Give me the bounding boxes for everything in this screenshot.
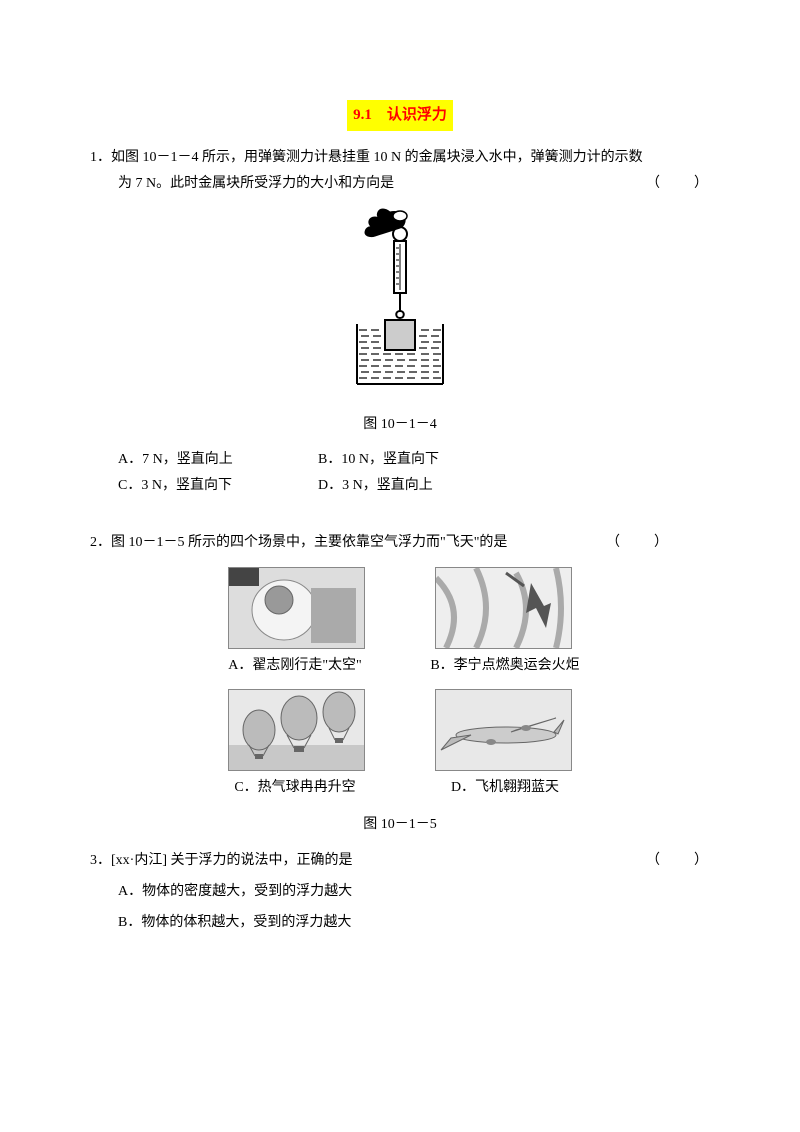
q1-options-row2: C．3 N，竖直向下 D．3 N，竖直向上 bbox=[90, 473, 710, 500]
q2-caption-d: D．飞机翱翔蓝天 bbox=[420, 775, 590, 802]
q1-option-a: A．7 N，竖直向上 bbox=[118, 447, 318, 474]
q3-option-a: A．物体的密度越大，受到的浮力越大 bbox=[118, 879, 710, 906]
spacer bbox=[90, 510, 710, 530]
q2-body: 图 10－1－5 所示的四个场景中，主要依靠空气浮力而"飞天"的是 bbox=[111, 535, 507, 550]
balloon-image bbox=[228, 689, 365, 771]
q2-text: 2．图 10－1－5 所示的四个场景中，主要依靠空气浮力而"飞天"的是 bbox=[90, 530, 507, 557]
q1-figure: 图 10－1－4 bbox=[90, 206, 710, 439]
q1-options-row1: A．7 N，竖直向上 B．10 N，竖直向下 bbox=[90, 447, 710, 474]
question-3: 3．[xx·内江] 关于浮力的说法中，正确的是 （ ） A．物体的密度越大，受到… bbox=[90, 848, 710, 936]
title-wrap: 9.1 认识浮力 bbox=[90, 100, 710, 131]
q3-options: A．物体的密度越大，受到的浮力越大 B．物体的体积越大，受到的浮力越大 bbox=[90, 879, 710, 936]
q1-option-d: D．3 N，竖直向上 bbox=[318, 473, 518, 500]
astronaut-image bbox=[228, 567, 365, 649]
q2-line: 2．图 10－1－5 所示的四个场景中，主要依靠空气浮力而"飞天"的是 （ ） bbox=[90, 530, 710, 557]
q3-answer-blank: （ ） bbox=[646, 848, 710, 875]
q1-number: 1． bbox=[90, 145, 111, 172]
page-root: 9.1 认识浮力 1． 如图 10－1－4 所示，用弹簧测力计悬挂重 10 N … bbox=[0, 0, 800, 986]
q2-caption-row-1: A．翟志刚行走"太空" B．李宁点燃奥运会火炬 bbox=[90, 653, 710, 680]
question-2: 2．图 10－1－5 所示的四个场景中，主要依靠空气浮力而"飞天"的是 （ ） bbox=[90, 530, 710, 838]
q3-text: 3．[xx·内江] 关于浮力的说法中，正确的是 bbox=[90, 848, 353, 875]
q1-line1: 1． 如图 10－1－4 所示，用弹簧测力计悬挂重 10 N 的金属块浸入水中，… bbox=[90, 145, 710, 172]
q3-body: [xx·内江] 关于浮力的说法中，正确的是 bbox=[111, 853, 353, 868]
q1-option-c: C．3 N，竖直向下 bbox=[118, 473, 318, 500]
q2-caption-a: A．翟志刚行走"太空" bbox=[210, 653, 380, 680]
torch-image bbox=[435, 567, 572, 649]
q1-answer-blank: （ ） bbox=[646, 171, 710, 198]
q3-line: 3．[xx·内江] 关于浮力的说法中，正确的是 （ ） bbox=[90, 848, 710, 875]
q3-option-b: B．物体的体积越大，受到的浮力越大 bbox=[118, 910, 710, 937]
q2-figure-caption: 图 10－1－5 bbox=[90, 812, 710, 839]
q2-caption-row-2: C．热气球冉冉升空 D．飞机翱翔蓝天 bbox=[90, 775, 710, 802]
question-1: 1． 如图 10－1－4 所示，用弹簧测力计悬挂重 10 N 的金属块浸入水中，… bbox=[90, 145, 710, 501]
q2-image-row-1 bbox=[90, 567, 710, 649]
q2-image-row-2 bbox=[90, 689, 710, 771]
q2-answer-blank: （ ） bbox=[606, 530, 710, 557]
q1-option-b: B．10 N，竖直向下 bbox=[318, 447, 518, 474]
q1-line2: 为 7 N。此时金属块所受浮力的大小和方向是 （ ） bbox=[90, 171, 710, 198]
q1-text-line1: 如图 10－1－4 所示，用弹簧测力计悬挂重 10 N 的金属块浸入水中，弹簧测… bbox=[111, 145, 710, 172]
q2-number: 2． bbox=[90, 535, 111, 550]
airplane-image bbox=[435, 689, 572, 771]
q2-caption-c: C．热气球冉冉升空 bbox=[210, 775, 380, 802]
section-title: 9.1 认识浮力 bbox=[347, 100, 453, 131]
spring-scale-diagram bbox=[345, 206, 455, 396]
q1-text-line2: 为 7 N。此时金属块所受浮力的大小和方向是 bbox=[118, 171, 394, 198]
q2-caption-b: B．李宁点燃奥运会火炬 bbox=[420, 653, 590, 680]
q1-figure-caption: 图 10－1－4 bbox=[90, 412, 710, 439]
q3-number: 3． bbox=[90, 853, 111, 868]
